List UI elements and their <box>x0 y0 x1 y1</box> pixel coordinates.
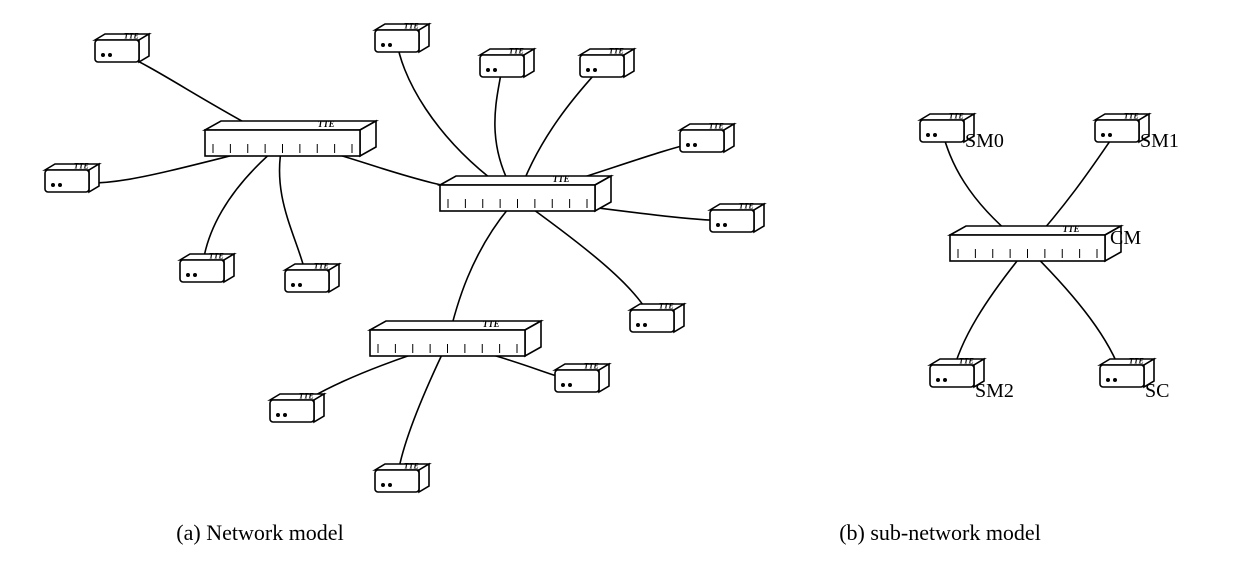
caption-b: (b) sub-network model <box>740 520 1140 546</box>
host-h3: TTE <box>180 252 234 283</box>
svg-text:TTE: TTE <box>124 32 139 41</box>
svg-text:TTE: TTE <box>299 392 314 401</box>
svg-text:TTE: TTE <box>659 302 674 311</box>
switch-swC: TTE <box>370 319 541 356</box>
svg-text:TTE: TTE <box>483 319 500 329</box>
svg-text:TTE: TTE <box>209 252 224 261</box>
svg-text:TTE: TTE <box>739 202 754 211</box>
edge-cm-sc <box>1028 248 1123 376</box>
edge-swB-h10 <box>518 198 653 321</box>
caption-a: (a) Network model <box>60 520 460 546</box>
host-h2: TTE <box>45 162 99 193</box>
svg-text:TTE: TTE <box>509 47 524 56</box>
host-h5: TTE <box>375 22 429 53</box>
svg-text:TTE: TTE <box>584 362 599 371</box>
diagram-canvas: TTE TTE TTE TTE TTE TTE TTE TTE TTE TTE TTE TTE TTE T… <box>0 0 1240 567</box>
host-h10: TTE <box>630 302 684 333</box>
host-h12: TTE <box>270 392 324 423</box>
svg-text:TTE: TTE <box>404 462 419 471</box>
host-h9: TTE <box>710 202 764 233</box>
switch-swB: TTE <box>440 174 611 211</box>
svg-text:TTE: TTE <box>318 119 335 129</box>
label-cm: CM <box>1110 227 1141 250</box>
svg-text:TTE: TTE <box>1063 224 1080 234</box>
switch-cm: TTE <box>950 224 1121 261</box>
svg-text:TTE: TTE <box>553 174 570 184</box>
label-sm0: SM0 <box>965 130 1004 153</box>
host-h8: TTE <box>680 122 734 153</box>
nodes-layer: TTE TTE TTE TTE TTE TTE TTE TTE TTE TTE TTE TTE TTE T… <box>45 22 1154 493</box>
svg-text:TTE: TTE <box>609 47 624 56</box>
host-h13: TTE <box>375 462 429 493</box>
edge-swA-h4 <box>279 143 307 281</box>
svg-text:TTE: TTE <box>404 22 419 31</box>
edge-swC-h13 <box>397 343 448 481</box>
svg-text:TTE: TTE <box>959 357 974 366</box>
svg-text:TTE: TTE <box>314 262 329 271</box>
host-h7: TTE <box>580 47 634 78</box>
host-h6: TTE <box>480 47 534 78</box>
svg-text:TTE: TTE <box>1124 112 1139 121</box>
svg-text:TTE: TTE <box>1129 357 1144 366</box>
svg-text:TTE: TTE <box>949 112 964 121</box>
svg-text:TTE: TTE <box>709 122 724 131</box>
host-h1: TTE <box>95 32 149 63</box>
host-h11: TTE <box>555 362 609 393</box>
host-h4: TTE <box>285 262 339 293</box>
switch-swA: TTE <box>205 119 376 156</box>
label-sm1: SM1 <box>1140 130 1179 153</box>
label-sc: SC <box>1145 380 1169 403</box>
svg-text:TTE: TTE <box>74 162 89 171</box>
label-sm2: SM2 <box>975 380 1014 403</box>
